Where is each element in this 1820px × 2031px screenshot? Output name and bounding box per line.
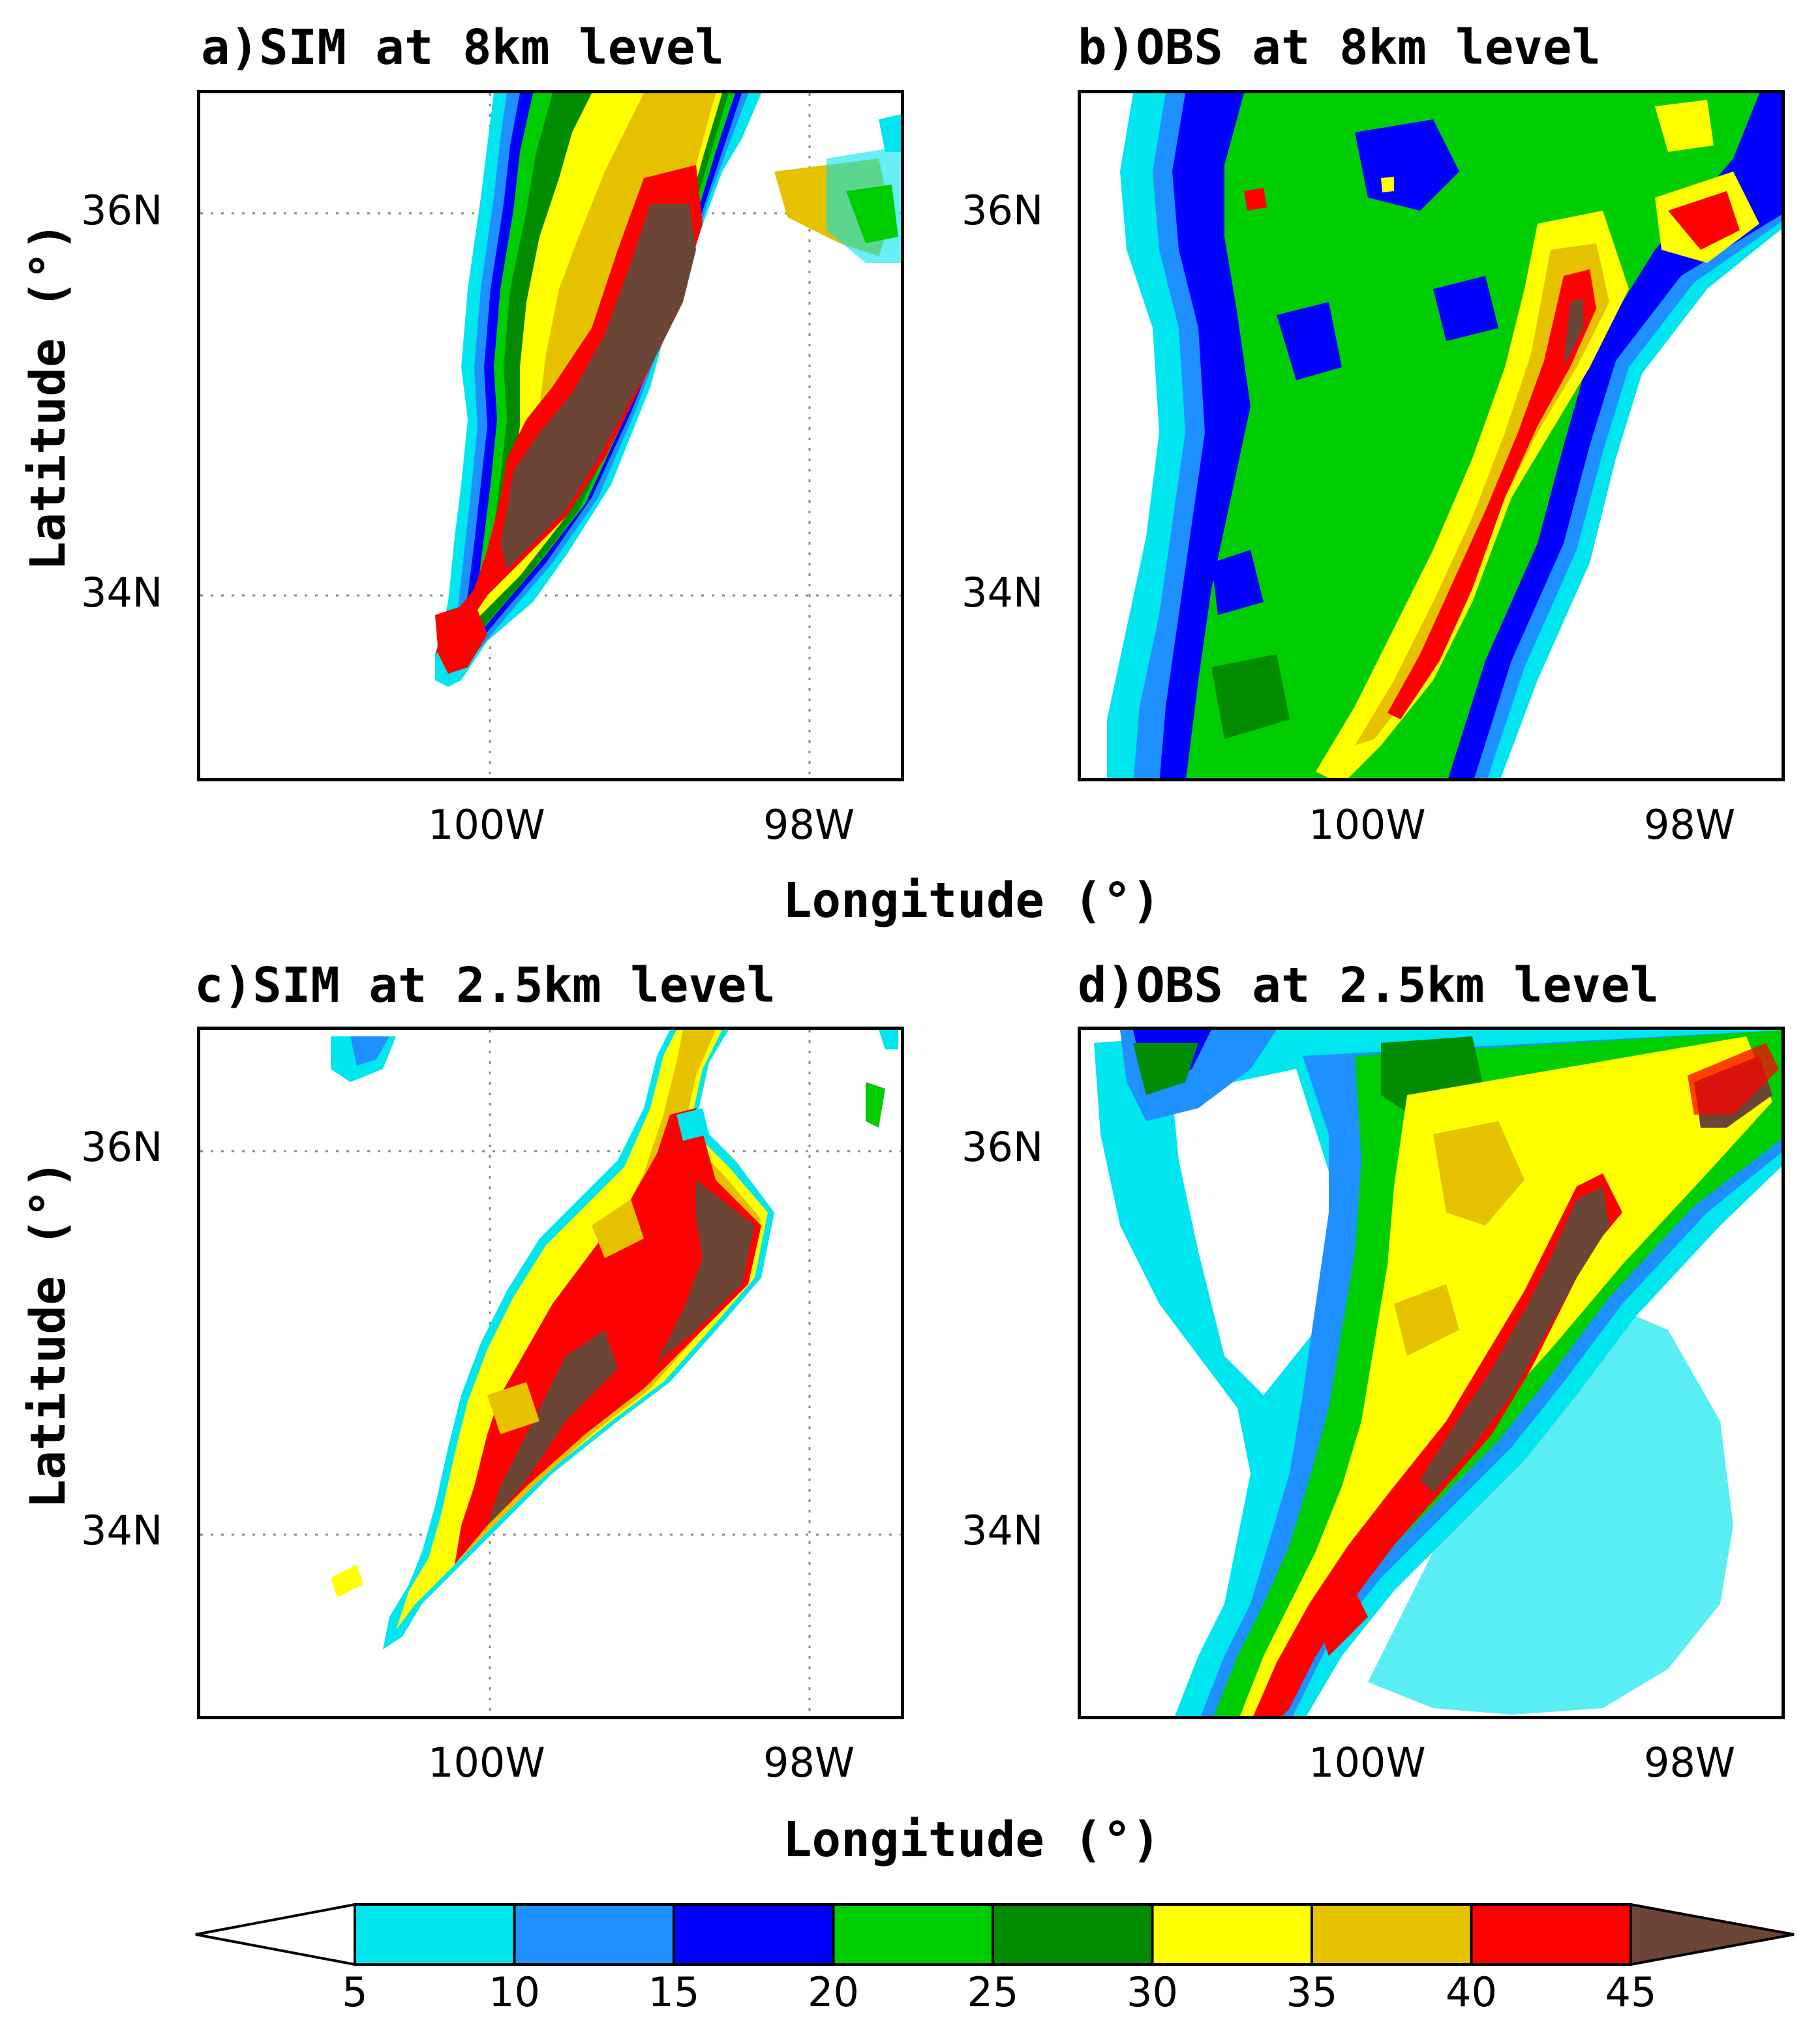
colorbar: [195, 1903, 1795, 1966]
ylabel-top: Latitude (°): [20, 222, 76, 571]
panel-a-reflectivity-field: [200, 93, 901, 778]
panel-d-map: [1078, 1027, 1785, 1719]
colorbar-box: [1151, 1903, 1313, 1966]
colorbar-tick-label: 40: [1446, 1968, 1497, 2016]
colorbar-tick-label: 30: [1127, 1968, 1178, 2016]
panel-c-lon-tick-98w: 98W: [763, 1739, 855, 1786]
panel-c-lat-tick-34n: 34N: [81, 1507, 163, 1554]
panel-c-lon-tick-100w: 100W: [428, 1739, 545, 1786]
panel-a-lon-tick-100w: 100W: [428, 801, 545, 849]
colorbar-under-triangle: [195, 1903, 356, 1966]
colorbar-tick-label: 10: [489, 1968, 540, 2016]
panel-b-lon-tick-100w: 100W: [1309, 801, 1426, 849]
panel-b-title: b)OBS at 8km level: [1078, 20, 1601, 76]
panel-a-lat-tick-36n: 36N: [81, 187, 163, 234]
colorbar-tick-label: 35: [1286, 1968, 1338, 2016]
colorbar-box: [992, 1903, 1154, 1966]
panel-b-reflectivity-field: [1107, 93, 1782, 778]
ylabel-bottom: Latitude (°): [20, 1160, 76, 1509]
colorbar-boxes: [354, 1903, 1632, 1966]
panel-a-title: a)SIM at 8km level: [201, 20, 724, 76]
panel-c-map: [197, 1027, 904, 1719]
panel-a-lat-tick-34n: 34N: [81, 569, 163, 616]
colorbar-tick-label: 15: [648, 1968, 700, 2016]
panel-b-map: [1078, 90, 1785, 781]
colorbar-tick-label: 45: [1605, 1968, 1657, 2016]
colorbar-tick-label: 5: [342, 1968, 368, 2016]
panel-d-lat-tick-36n: 36N: [962, 1123, 1044, 1171]
panel-c-lat-tick-36n: 36N: [81, 1123, 163, 1171]
xlabel-bottom: Longitude (°): [783, 1812, 1161, 1868]
panel-c-title: c)SIM at 2.5km level: [194, 957, 776, 1014]
panel-a-lon-tick-98w: 98W: [763, 801, 855, 849]
panel-b-lat-tick-36n: 36N: [962, 187, 1044, 234]
colorbar-tick-label: 25: [967, 1968, 1019, 2016]
colorbar-box: [1311, 1903, 1473, 1966]
panel-a-map: [197, 90, 904, 781]
panel-b-lon-tick-98w: 98W: [1644, 801, 1736, 849]
panel-d-lon-tick-98w: 98W: [1644, 1739, 1736, 1786]
panel-d-lat-tick-34n: 34N: [962, 1507, 1044, 1554]
colorbar-over-triangle: [1630, 1903, 1795, 1966]
colorbar-box: [832, 1903, 994, 1966]
colorbar-box: [354, 1903, 516, 1966]
colorbar-tick-label: 20: [808, 1968, 859, 2016]
panel-d-lon-tick-100w: 100W: [1309, 1739, 1426, 1786]
panel-d-title: d)OBS at 2.5km level: [1078, 957, 1660, 1014]
panel-d-reflectivity-field: [1094, 1030, 1782, 1716]
panel-c-reflectivity-field: [200, 1030, 901, 1716]
colorbar-box: [1470, 1903, 1632, 1966]
panel-b-lat-tick-34n: 34N: [962, 569, 1044, 616]
colorbar-box: [673, 1903, 835, 1966]
xlabel-top: Longitude (°): [783, 873, 1161, 929]
colorbar-box: [513, 1903, 675, 1966]
